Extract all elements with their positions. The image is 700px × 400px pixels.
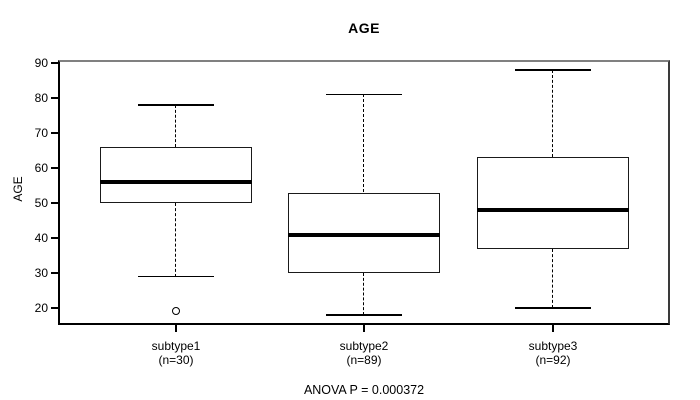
- outlier-point: [171, 307, 180, 316]
- x-axis-tick: [175, 325, 177, 332]
- x-axis-group-label: subtype3: [528, 339, 578, 353]
- y-axis-tick: [51, 132, 58, 134]
- y-axis-tick: [51, 62, 58, 64]
- y-axis-tick: [51, 307, 58, 309]
- y-axis-tick: [51, 202, 58, 204]
- x-axis-tick: [363, 325, 365, 332]
- upper-whisker-stem: [175, 104, 177, 147]
- y-axis-tick-label: 20: [34, 301, 48, 316]
- x-axis-tick: [552, 325, 554, 332]
- x-axis-group-label: subtype2: [339, 339, 389, 353]
- y-axis-tick-label: 50: [34, 196, 48, 211]
- y-axis-tick-label: 40: [34, 231, 48, 246]
- y-axis-tick: [51, 272, 58, 274]
- upper-whisker-cap: [326, 93, 402, 96]
- lower-whisker-cap: [515, 307, 591, 309]
- median-line: [100, 179, 252, 184]
- y-axis-tick-label: 30: [34, 266, 48, 281]
- upper-whisker-cap: [515, 69, 591, 71]
- chart-title: AGE: [348, 20, 380, 36]
- anova-annotation: ANOVA P = 0.000372: [303, 383, 425, 397]
- y-axis-tick: [51, 237, 58, 239]
- x-axis-group-sublabel: (n=30): [158, 353, 194, 367]
- iqr-box: [477, 157, 629, 249]
- x-axis-group-sublabel: (n=92): [535, 353, 571, 367]
- lower-whisker-stem: [175, 203, 177, 277]
- x-axis-group-sublabel: (n=89): [346, 353, 382, 367]
- y-axis-tick-label: 70: [34, 125, 48, 140]
- y-axis-tick-label: 90: [34, 55, 48, 70]
- x-axis-group-label: subtype1: [151, 339, 201, 353]
- y-axis-tick: [51, 97, 58, 99]
- lower-whisker-stem: [552, 248, 554, 309]
- upper-whisker-cap: [138, 104, 214, 106]
- lower-whisker-cap: [326, 314, 402, 316]
- upper-whisker-stem: [363, 94, 365, 193]
- upper-whisker-stem: [552, 69, 554, 158]
- iqr-box: [100, 146, 252, 203]
- y-axis-tick-label: 60: [34, 160, 48, 175]
- y-axis-tick: [51, 167, 58, 169]
- median-line: [477, 208, 629, 213]
- median-line: [288, 232, 440, 237]
- y-axis-tick-label: 80: [34, 90, 48, 105]
- lower-whisker-stem: [363, 273, 365, 316]
- lower-whisker-cap: [138, 275, 214, 278]
